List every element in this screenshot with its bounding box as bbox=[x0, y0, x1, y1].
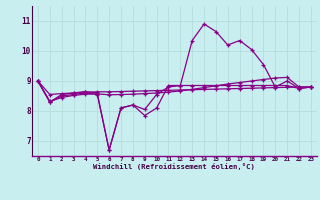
X-axis label: Windchill (Refroidissement éolien,°C): Windchill (Refroidissement éolien,°C) bbox=[93, 164, 255, 170]
